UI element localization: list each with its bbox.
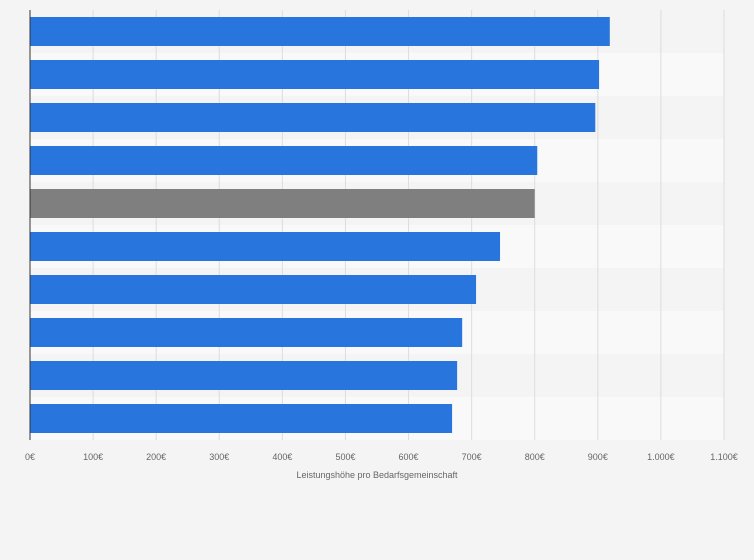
bar[interactable] (30, 189, 535, 218)
bar[interactable] (30, 232, 501, 261)
x-tick-label: 700€ (462, 452, 482, 462)
bar[interactable] (30, 146, 538, 175)
x-tick-label: 1.000€ (647, 452, 675, 462)
bar[interactable] (30, 404, 453, 433)
bars (30, 17, 610, 433)
bar[interactable] (30, 275, 477, 304)
x-tick-label: 200€ (146, 452, 166, 462)
x-tick-labels: 0€ 100€ 200€ 300€ 400€ 500€ 600€ 700€ 800€ 900€ 1.… (25, 452, 738, 462)
x-tick-label: 600€ (399, 452, 419, 462)
bar[interactable] (30, 103, 596, 132)
x-tick-label: 0€ (25, 452, 35, 462)
x-tick-label: 400€ (272, 452, 292, 462)
x-axis-title: Leistungshöhe pro Bedarfsgemeinschaft (296, 470, 458, 480)
x-tick-label: 500€ (335, 452, 355, 462)
bar[interactable] (30, 318, 463, 347)
bar[interactable] (30, 60, 600, 89)
x-tick-label: 800€ (525, 452, 545, 462)
bar[interactable] (30, 17, 610, 46)
bar[interactable] (30, 361, 458, 390)
x-tick-label: 900€ (588, 452, 608, 462)
x-tick-label: 100€ (83, 452, 103, 462)
x-tick-label: 300€ (209, 452, 229, 462)
x-tick-label: 1.100€ (710, 452, 738, 462)
